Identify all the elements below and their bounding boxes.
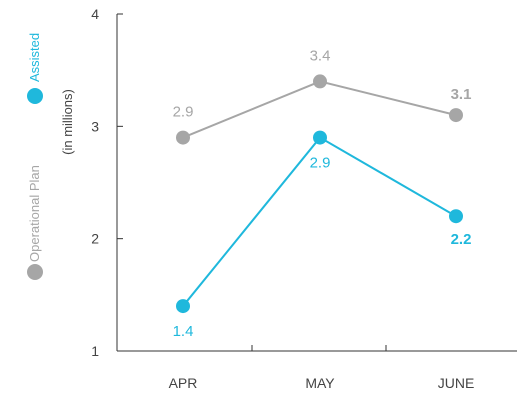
y-axis-label: (in millions) (60, 89, 75, 155)
y-tick-label: 2 (91, 231, 99, 247)
data-label: 3.4 (310, 47, 331, 64)
y-tick-label: 1 (91, 343, 99, 359)
series-line (182, 80, 457, 139)
x-tick-label: JUNE (438, 375, 475, 391)
data-point (313, 74, 327, 89)
legend-label-assisted: Assisted (27, 33, 42, 82)
y-tick-label: 4 (91, 6, 99, 22)
data-point (449, 108, 463, 123)
data-point (313, 130, 327, 145)
data-label: 2.9 (173, 104, 194, 121)
chart-series: 2.9 3.4 3.1 1.4 2.9 2.2 (173, 47, 472, 340)
x-tick-label: MAY (305, 375, 335, 391)
chart-legend: Operational Plan Assisted (27, 33, 43, 280)
legend-label-operational-plan: Operational Plan (27, 165, 42, 262)
y-tick-label: 3 (91, 118, 99, 134)
x-tick-label: APR (169, 375, 198, 391)
legend-marker-assisted (27, 88, 43, 104)
data-point (176, 299, 190, 314)
data-label: 1.4 (173, 323, 194, 340)
data-label: 3.1 (451, 86, 472, 103)
chart-axes: 1 2 3 4 APR MAY JUNE (91, 6, 517, 391)
data-label: 2.2 (451, 231, 472, 248)
data-point (176, 130, 190, 145)
legend-marker-operational-plan (27, 264, 43, 280)
data-point (449, 209, 463, 224)
data-label: 2.9 (310, 155, 331, 172)
